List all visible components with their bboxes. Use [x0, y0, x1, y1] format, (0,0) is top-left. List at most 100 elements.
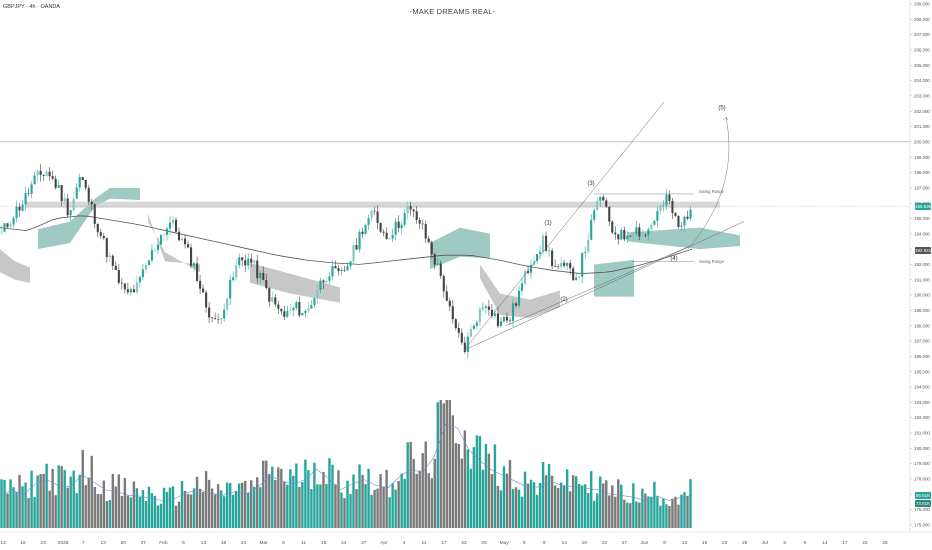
- x-tick-label: Apr: [380, 540, 388, 546]
- candle-body: [517, 290, 521, 306]
- volume-bar: [415, 473, 418, 528]
- candle-body: [548, 250, 551, 252]
- symbol-label: GBPJPY · 4h · OANDA: [3, 4, 61, 10]
- candle-body: [569, 263, 572, 269]
- volume-bar: [400, 473, 403, 528]
- volume-bar: [665, 504, 668, 528]
- cloud-green: [628, 227, 740, 250]
- y-tick-label: 181.000: [914, 431, 930, 436]
- candle-body: [138, 277, 141, 283]
- volume-bar: [436, 402, 439, 528]
- x-tick-label: 4: [403, 540, 406, 546]
- volume-bar: [517, 489, 521, 528]
- candle-body: [280, 308, 283, 312]
- volume-bar: [689, 479, 692, 528]
- volume-bar: [48, 490, 51, 528]
- candle-body: [48, 171, 51, 177]
- volume-bar: [15, 492, 18, 528]
- x-tick-label: 18: [321, 540, 327, 546]
- volume-bar: [60, 465, 63, 528]
- volume-bar: [418, 470, 421, 528]
- volume-bar: [271, 466, 274, 528]
- candle-body: [364, 224, 367, 234]
- candle-body: [202, 288, 205, 293]
- candle-body: [560, 262, 563, 267]
- candle-body: [418, 220, 421, 224]
- candle-body: [174, 219, 178, 232]
- candle-body: [223, 309, 226, 319]
- volume-bar: [605, 480, 608, 528]
- volume-bar: [36, 475, 39, 528]
- x-tick-label: Jun: [641, 540, 649, 546]
- candle-body: [123, 283, 126, 290]
- volume-bar: [69, 476, 72, 528]
- candle-body: [496, 313, 499, 326]
- volume-ma-line: [0, 422, 693, 502]
- x-tick-label: 5: [523, 540, 526, 546]
- volume-bar: [364, 484, 367, 528]
- candle-body: [665, 194, 668, 206]
- volume-bar: [511, 488, 515, 528]
- volume-bar: [319, 484, 322, 528]
- x-tick-label: 13: [101, 540, 107, 546]
- volume-bar: [502, 466, 506, 528]
- volume-bar: [629, 503, 632, 528]
- volume-bar: [559, 482, 563, 528]
- volume-tag-1: 95.51K: [915, 491, 931, 499]
- candle-body: [526, 270, 530, 273]
- volume-bar: [195, 476, 199, 528]
- volume-bar: [683, 492, 686, 528]
- volume-bar: [496, 485, 500, 528]
- candle-body: [641, 235, 644, 237]
- volume-bar: [602, 483, 605, 528]
- volume-bar: [577, 483, 581, 528]
- secondary-price-tag: 192.941: [915, 246, 932, 254]
- volume-bar: [553, 485, 557, 528]
- x-tick-label: 22: [862, 540, 868, 546]
- candle-body: [135, 282, 138, 293]
- candle-body: [6, 223, 9, 227]
- volume-bar: [593, 500, 596, 528]
- volume-bar: [574, 476, 578, 528]
- candle-body: [165, 228, 169, 235]
- candle-body: [129, 289, 132, 293]
- volume-bar: [442, 403, 445, 528]
- candle-body: [126, 289, 129, 293]
- volume-bar: [135, 488, 139, 528]
- support-line: [505, 245, 691, 326]
- volume-bar: [565, 469, 569, 528]
- volume-bar: [256, 477, 259, 528]
- candle-body: [286, 310, 289, 317]
- wave-label: (4): [670, 256, 677, 262]
- candle-body: [253, 260, 256, 263]
- volume-bar: [391, 483, 394, 528]
- candle-body: [680, 225, 683, 227]
- candle-body: [120, 282, 123, 284]
- candle-body: [656, 210, 659, 221]
- volume-bar: [599, 476, 602, 528]
- volume-bar: [210, 488, 214, 528]
- wave-label: (1): [544, 221, 551, 227]
- volume-bar: [352, 474, 355, 528]
- volume-bar: [228, 482, 232, 528]
- volume-bar: [168, 487, 172, 528]
- volume-bar: [487, 453, 491, 528]
- swing-range-label: Swing Range: [699, 189, 725, 194]
- candle-body: [310, 305, 313, 309]
- candle-body: [199, 280, 202, 289]
- volume-bar: [472, 447, 476, 528]
- candle-body: [499, 321, 503, 326]
- candle-body: [117, 270, 120, 283]
- volume-bar: [686, 495, 689, 528]
- candle-body: [144, 265, 147, 270]
- volume-bar: [409, 441, 412, 528]
- volume-bar: [147, 486, 151, 528]
- candle-body: [322, 280, 325, 283]
- volume-bar: [403, 478, 406, 528]
- candle-body: [313, 298, 316, 306]
- y-tick-label: 199.000: [914, 155, 930, 160]
- candle-body: [508, 320, 512, 322]
- candle-body: [211, 317, 214, 319]
